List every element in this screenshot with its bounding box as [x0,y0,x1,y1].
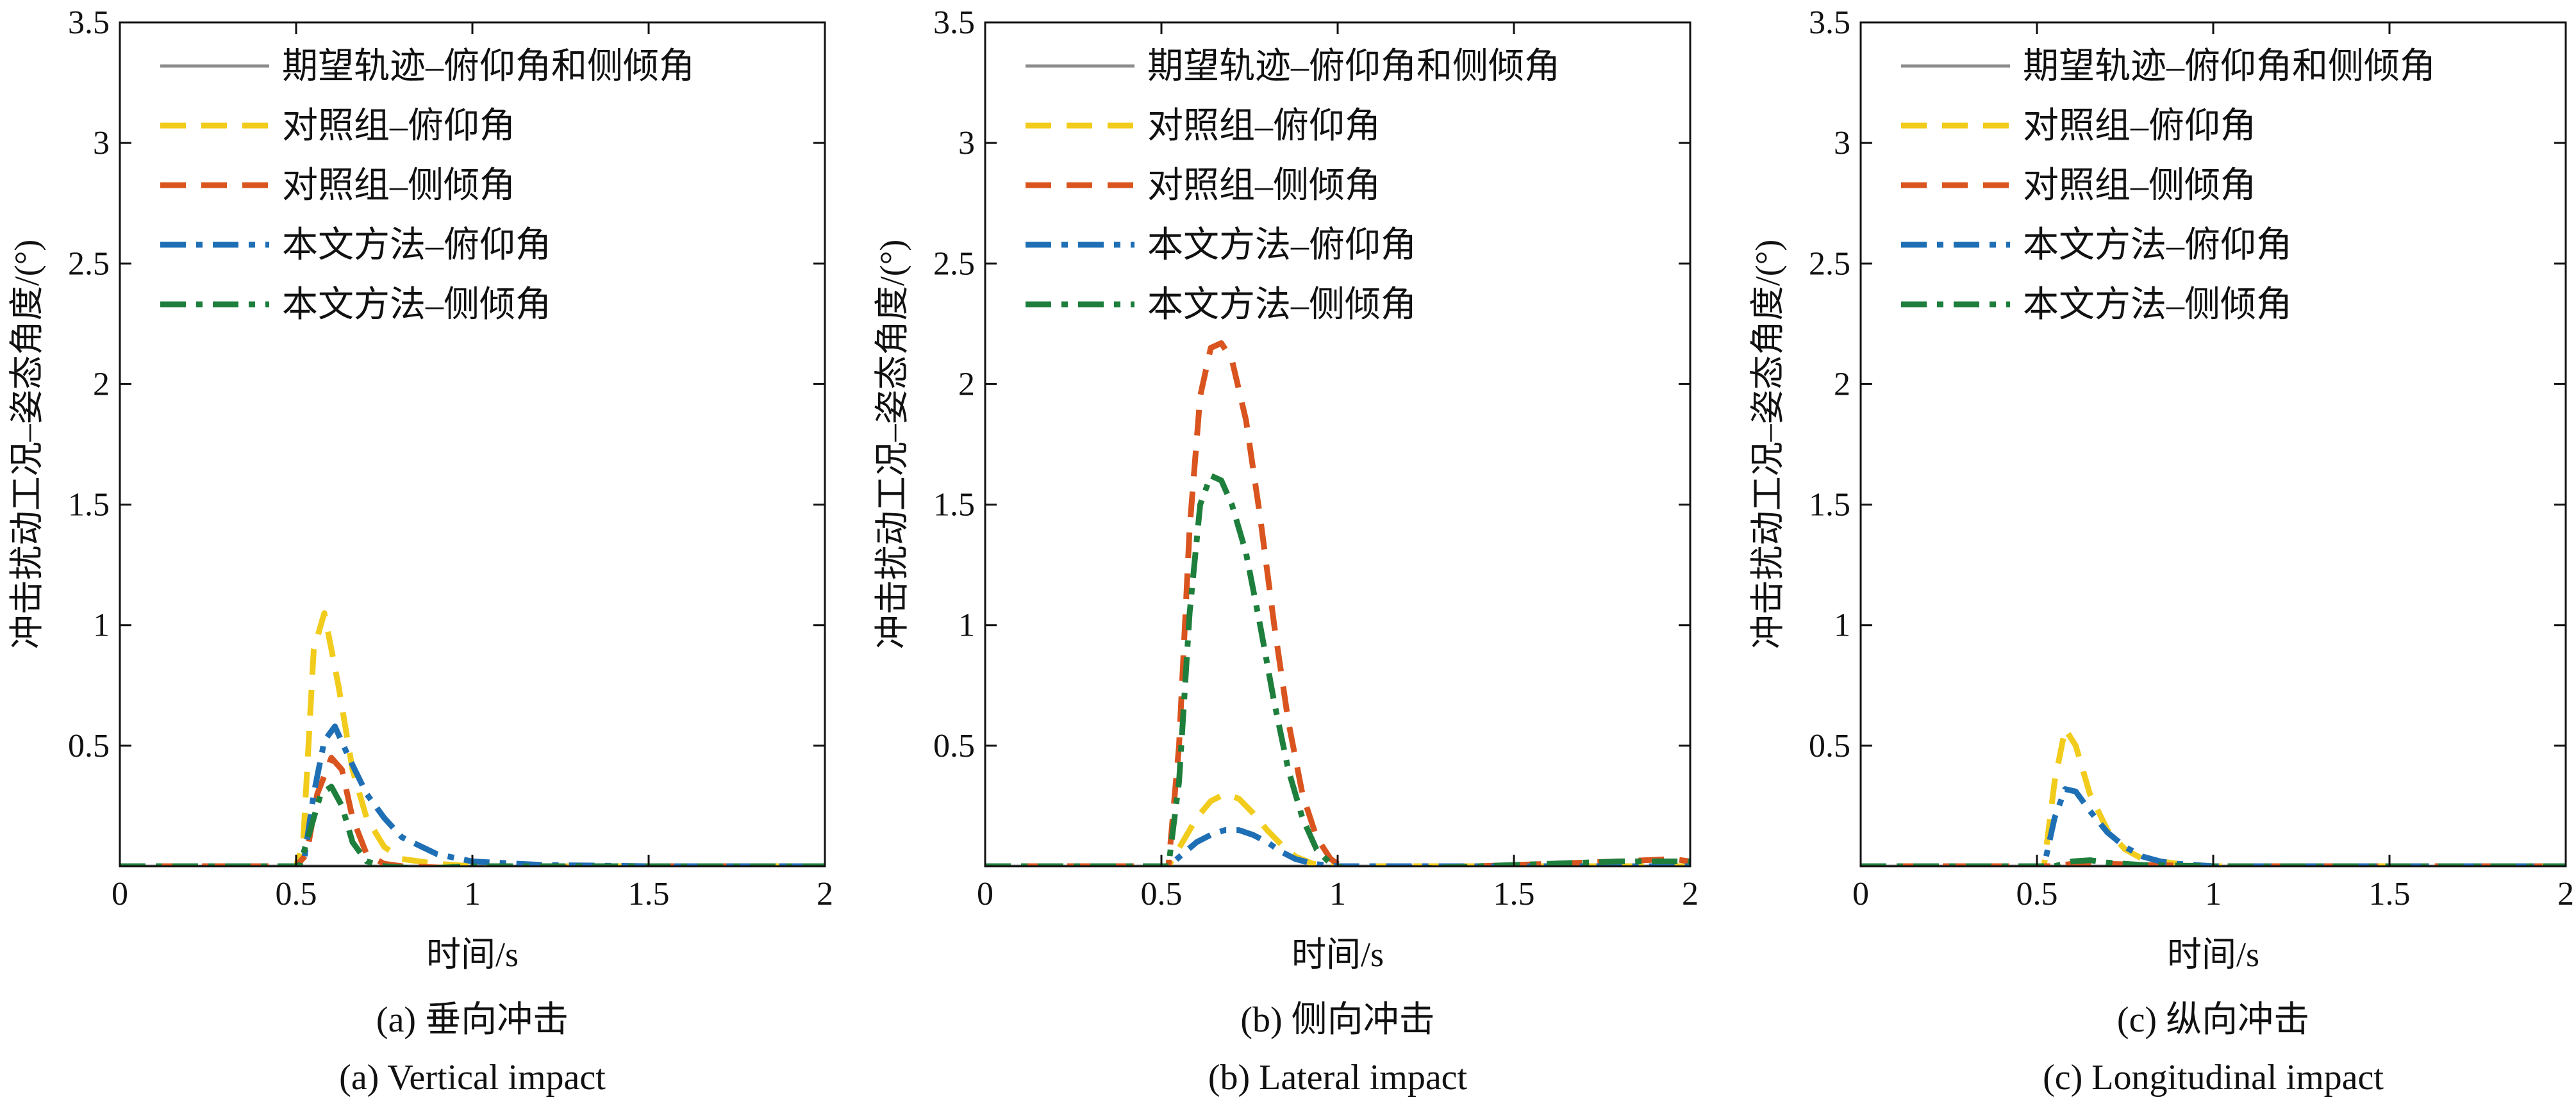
x-axis-label: 时间/s [2167,935,2259,974]
x-tick-label: 0 [977,876,993,912]
chart-panel-3: 0 0.5 1 1.5 2 0.5 1 1.5 2 2.5 3 3.5 时间/s 冲击扰动工况–姿态角度/… [1749,4,2574,1098]
legend-entry-label: 本文方法–俯仰角 [2023,226,2292,265]
legend-entry-label: 本文方法–侧倾角 [282,285,551,325]
y-tick-label: 1.5 [68,487,110,523]
y-tick-label: 3 [1834,125,1850,161]
x-tick-label: 1.5 [1493,876,1535,912]
y-tick-label: 2 [93,366,110,402]
y-axis-label: 冲击扰动工况–姿态角度/(°) [873,240,911,650]
legend-entry-label: 本文方法–俯仰角 [1147,226,1417,265]
caption-cn: (a) 垂向冲击 [376,1000,569,1040]
y-tick-label: 0.5 [68,728,110,764]
legend-entry-label: 期望轨迹–俯仰角和侧倾角 [1147,47,1560,86]
y-tick-label: 1 [1834,607,1850,644]
series-line-2 [985,791,1690,866]
legend-entry-label: 本文方法–侧倾角 [2023,285,2292,325]
y-tick-label: 1.5 [933,487,975,523]
legend-entry-label: 对照组–俯仰角 [2023,106,2256,146]
x-tick-label: 1.5 [2369,876,2411,912]
caption-en: (b) Lateral impact [1208,1058,1468,1098]
plot-frame [1859,21,2567,868]
x-tick-label: 2 [2557,876,2574,912]
y-tick-label: 0.5 [933,728,975,764]
legend-entry-label: 对照组–侧倾角 [1147,166,1381,206]
caption-cn: (b) 侧向冲击 [1240,1000,1434,1040]
caption-cn: (c) 纵向冲击 [2117,1000,2309,1040]
x-tick-label: 0.5 [1141,876,1183,912]
x-tick-label: 0.5 [276,876,317,912]
caption-en: (c) Longitudinal impact [2043,1058,2384,1098]
series-line-5 [120,784,825,866]
y-tick-label: 0.5 [1809,728,1850,764]
y-tick-label: 2.5 [68,245,110,282]
series-line-2 [120,610,825,866]
legend-entry-label: 对照组–俯仰角 [282,106,515,146]
y-tick-label: 2 [958,366,975,402]
x-tick-label: 0.5 [2016,876,2058,912]
x-tick-label: 1 [464,876,481,912]
legend-entry-label: 期望轨迹–俯仰角和侧倾角 [2023,47,2436,86]
y-tick-label: 3 [958,125,975,161]
y-axis-label: 冲击扰动工况–姿态角度/(°) [8,240,46,650]
x-tick-label: 1 [2205,876,2222,912]
legend-entry-label: 本文方法–俯仰角 [282,226,551,265]
y-tick-label: 3.5 [1809,4,1850,41]
series-line-2 [1861,726,2566,866]
y-tick-label: 3 [93,125,110,161]
legend: 期望轨迹–俯仰角和侧倾角对照组–俯仰角对照组–侧倾角本文方法–俯仰角本文方法–侧… [160,47,695,325]
x-tick-label: 2 [1682,876,1699,912]
chart-panel-1: 0 0.5 1 1.5 2 0.5 1 1.5 2 2.5 3 3.5 时间/s 冲击扰动工况–姿态角度/… [8,4,833,1098]
legend-entry-label: 本文方法–侧倾角 [1147,285,1417,325]
series-line-4 [120,723,825,866]
plot-frame [984,21,1691,868]
x-axis-label: 时间/s [1292,935,1384,974]
legend-entry-label: 对照组–侧倾角 [2023,166,2256,206]
legend-entry-label: 对照组–侧倾角 [282,166,515,206]
series-line-3 [985,340,1690,866]
y-axis-label: 冲击扰动工况–姿态角度/(°) [1749,240,1787,650]
chart-panel-2: 0 0.5 1 1.5 2 0.5 1 1.5 2 2.5 3 3.5 时间/s 冲击扰动工况–姿态角度/… [873,4,1699,1098]
x-tick-label: 2 [817,876,833,912]
caption-en: (a) Vertical impact [339,1058,606,1098]
y-tick-label: 1.5 [1809,487,1850,523]
legend: 期望轨迹–俯仰角和侧倾角对照组–俯仰角对照组–侧倾角本文方法–俯仰角本文方法–侧… [1901,47,2436,325]
x-tick-label: 1 [1329,876,1346,912]
x-tick-label: 1.5 [628,876,670,912]
x-tick-label: 0 [112,876,128,912]
y-tick-label: 2.5 [1809,245,1850,282]
plot-frame [119,21,826,868]
x-tick-label: 0 [1852,876,1869,912]
legend-entry-label: 期望轨迹–俯仰角和侧倾角 [282,47,695,86]
series-line-3 [120,755,825,866]
y-tick-label: 3.5 [933,4,975,41]
y-tick-label: 1 [93,607,110,644]
y-tick-label: 1 [958,607,975,644]
series-line-4 [1861,786,2566,866]
legend: 期望轨迹–俯仰角和侧倾角对照组–俯仰角对照组–侧倾角本文方法–俯仰角本文方法–侧… [1026,47,1560,325]
x-axis-label: 时间/s [426,935,519,974]
legend-entry-label: 对照组–俯仰角 [1147,106,1381,146]
series-line-5 [985,472,1690,866]
y-tick-label: 2.5 [933,245,975,282]
y-tick-label: 2 [1834,366,1850,402]
series-line-4 [985,827,1690,866]
y-tick-label: 3.5 [68,4,110,41]
